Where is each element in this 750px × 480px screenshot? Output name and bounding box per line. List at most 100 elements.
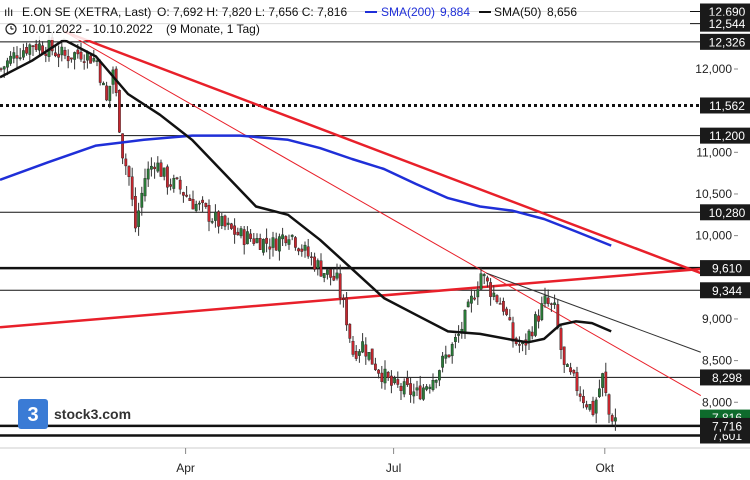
candle-body xyxy=(556,304,560,329)
candle-body xyxy=(54,52,57,57)
candle-body xyxy=(207,205,211,222)
candle-body xyxy=(399,385,403,391)
candle-body xyxy=(348,323,352,339)
candle-body xyxy=(473,297,476,300)
candle-body xyxy=(566,364,569,367)
candle-body xyxy=(479,273,483,290)
candle-body xyxy=(76,49,80,55)
level-label-7-text: 9,344 xyxy=(712,284,742,298)
level-label-1-box xyxy=(700,15,750,32)
candle-body xyxy=(332,275,336,281)
candle-body xyxy=(233,225,236,235)
candle-body xyxy=(383,368,387,384)
candle-body xyxy=(530,331,534,337)
candle-body xyxy=(418,385,422,400)
candle-body xyxy=(591,400,595,415)
candle-body xyxy=(578,393,582,397)
candle-body xyxy=(614,417,617,422)
candle-body xyxy=(438,370,441,381)
header: ılı E.ON SE (XETRA, Last) O: 7,692 H: 7,… xyxy=(4,5,577,36)
sma50-legend-value: 8,656 xyxy=(547,5,577,19)
moving-averages xyxy=(0,38,612,344)
level-label-7-box xyxy=(700,282,750,299)
candle-body xyxy=(409,383,412,395)
candle-body xyxy=(361,341,364,353)
ohlc-values: O: 7,692 H: 7,820 L: 7,656 C: 7,816 xyxy=(157,5,347,19)
candle-body xyxy=(220,216,224,226)
candle-body xyxy=(582,396,585,404)
price-tick-label-1: 8,500 xyxy=(702,354,732,368)
candle-body xyxy=(492,292,496,297)
candle-body xyxy=(95,60,99,62)
candle-body xyxy=(521,342,525,345)
candle-body xyxy=(137,210,140,227)
clock-icon xyxy=(5,23,17,35)
candle-body xyxy=(550,303,553,305)
candle-body xyxy=(178,179,182,190)
sma50-legend-label: SMA(50) xyxy=(494,5,541,19)
candle-body xyxy=(297,248,300,252)
candle-body xyxy=(18,57,22,59)
candle-body xyxy=(124,158,128,167)
candle-body xyxy=(265,237,268,244)
candle-body xyxy=(271,237,275,248)
candle-body xyxy=(185,194,188,197)
candle-body xyxy=(508,317,512,321)
candle-body xyxy=(28,44,32,55)
candle-body xyxy=(63,49,67,56)
candle-body xyxy=(575,372,579,392)
candle-body xyxy=(511,322,515,342)
instrument-name: E.ON SE (XETRA, Last) xyxy=(22,5,151,19)
level-label-8-text: 8,298 xyxy=(712,371,742,385)
candle-body xyxy=(201,199,204,203)
trendline-0 xyxy=(63,30,702,275)
candle-body xyxy=(73,52,77,60)
candle-body xyxy=(0,68,3,70)
candle-body xyxy=(598,388,601,397)
candle-body xyxy=(79,51,83,60)
candle-body xyxy=(562,346,566,365)
level-label-6-text: 9,610 xyxy=(712,262,742,276)
candle-body xyxy=(140,192,144,208)
candle-body xyxy=(425,386,428,390)
candle-body xyxy=(450,344,454,357)
sma200-legend-label: SMA(200) xyxy=(381,5,435,19)
chart-type-icon: ılı xyxy=(4,5,13,19)
level-label-7716-top-box xyxy=(700,417,750,434)
candle-body xyxy=(540,303,544,320)
candlesticks xyxy=(0,33,617,431)
level-label-4-text: 11,200 xyxy=(709,129,745,143)
candle-body xyxy=(502,300,505,312)
candle-body xyxy=(66,56,70,62)
price-tick-label-2: 9,000 xyxy=(702,312,732,326)
candle-body xyxy=(287,239,291,245)
candle-body xyxy=(441,355,444,368)
candle-body xyxy=(229,223,233,229)
candle-body xyxy=(294,237,297,248)
candle-body xyxy=(25,47,28,54)
trendlines xyxy=(0,30,702,397)
candle-body xyxy=(546,297,550,305)
candle-body xyxy=(354,351,358,359)
candle-body xyxy=(213,211,217,221)
level-label-5-box xyxy=(700,204,750,221)
candle-body xyxy=(585,404,589,408)
stock3-logo-icon xyxy=(18,399,48,429)
candle-body xyxy=(505,308,508,315)
candle-body xyxy=(588,404,592,410)
candle-body xyxy=(463,309,467,333)
candle-body xyxy=(367,352,371,360)
candle-body xyxy=(370,348,374,365)
candle-body xyxy=(159,162,163,177)
candle-body xyxy=(607,394,611,415)
price-tick-label-6: 12,000 xyxy=(695,62,732,76)
candle-body xyxy=(454,337,457,342)
candle-body xyxy=(537,315,541,322)
candle-body xyxy=(377,369,380,374)
candle-body xyxy=(402,381,406,395)
candle-body xyxy=(165,166,169,188)
candle-body xyxy=(322,273,326,278)
x-axis-ticks: Apr Jul Okt xyxy=(176,448,615,475)
candle-body xyxy=(38,43,41,51)
